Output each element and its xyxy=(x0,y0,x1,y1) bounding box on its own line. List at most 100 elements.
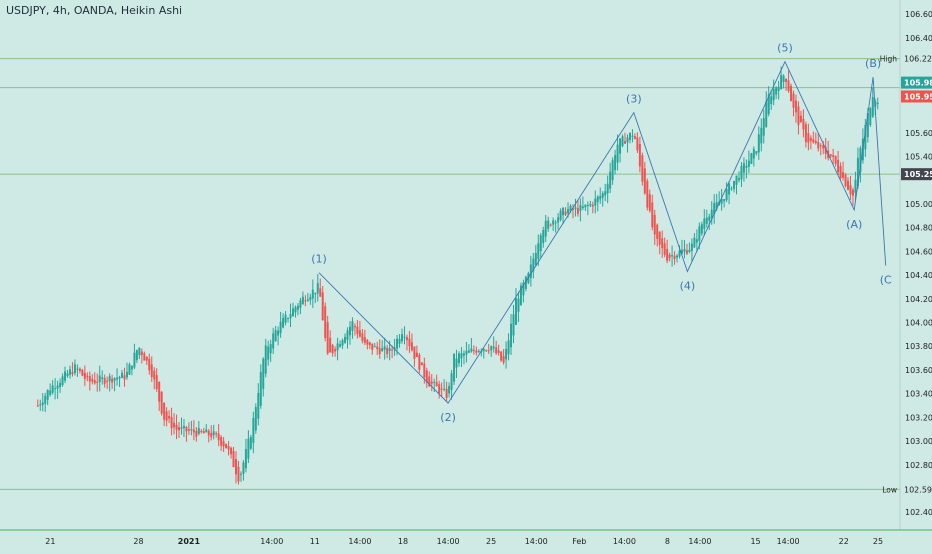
candle-body xyxy=(490,346,493,351)
candle-body xyxy=(88,376,91,382)
price-badge-text-0: 105.981 xyxy=(904,79,932,88)
candle-body xyxy=(106,380,109,382)
candle-body xyxy=(619,138,622,154)
candle-body xyxy=(282,317,285,328)
candle-body xyxy=(398,338,401,344)
x-tick-0: 21 xyxy=(45,537,55,546)
candle-body xyxy=(78,368,81,372)
candle-body xyxy=(401,334,404,342)
candle-body xyxy=(358,330,361,337)
x-tick-3: 14:00 xyxy=(260,537,283,546)
candle-body xyxy=(160,391,163,414)
candle-body xyxy=(366,340,369,345)
candle-body xyxy=(145,356,148,361)
candle-body xyxy=(415,352,418,358)
candle-body xyxy=(118,377,121,379)
candle-body xyxy=(524,276,527,289)
candle-body xyxy=(460,353,463,359)
candle-body xyxy=(378,347,381,355)
x-tick-4: 11 xyxy=(310,537,320,546)
candle-body xyxy=(842,172,845,178)
candle-body xyxy=(294,307,297,313)
candle-body xyxy=(703,218,706,229)
candle-body xyxy=(599,196,602,200)
candle-body xyxy=(742,163,745,173)
candle-body xyxy=(125,371,128,378)
candle-body xyxy=(752,148,755,159)
candle-body xyxy=(51,385,54,393)
candle-body xyxy=(856,157,859,187)
candle-body xyxy=(299,300,302,308)
candle-body xyxy=(537,243,540,259)
candle-body xyxy=(606,183,609,194)
y-tick-16: 103.400 xyxy=(905,390,932,399)
candle-body xyxy=(237,466,240,482)
candle-body xyxy=(346,330,349,340)
candle-body xyxy=(832,155,835,158)
candle-body xyxy=(336,343,339,351)
candle-body xyxy=(356,326,359,334)
wave-label-1: (2) xyxy=(440,411,456,424)
candle-body xyxy=(547,220,550,229)
y-tick-5: 105.600 xyxy=(905,129,932,138)
candle-body xyxy=(710,209,713,219)
symbol-title: USDJPY, 4h, OANDA, Heikin Ashi xyxy=(6,4,183,17)
candle-body xyxy=(790,85,793,102)
candle-body xyxy=(802,119,805,130)
candle-body xyxy=(289,314,292,319)
candle-body xyxy=(571,208,574,210)
candle-body xyxy=(854,179,857,193)
candle-body xyxy=(93,380,96,384)
candle-body xyxy=(348,326,351,336)
candle-body xyxy=(631,135,634,137)
candle-body xyxy=(462,353,465,356)
candle-body xyxy=(418,354,421,370)
y-tick-17: 103.200 xyxy=(905,413,932,422)
candle-body xyxy=(728,183,731,195)
candle-body xyxy=(799,115,802,123)
candle-body xyxy=(262,358,265,389)
candle-body xyxy=(467,350,470,353)
candle-body xyxy=(61,376,64,385)
candle-body xyxy=(685,250,688,254)
candle-body xyxy=(505,349,508,360)
candle-body xyxy=(534,252,537,265)
candle-body xyxy=(71,372,74,375)
candle-body xyxy=(36,405,39,407)
candle-body xyxy=(510,323,513,348)
candle-body xyxy=(839,165,842,179)
candle-body xyxy=(39,404,42,406)
candle-body xyxy=(66,373,69,377)
candle-body xyxy=(46,390,49,400)
candle-body xyxy=(41,402,44,405)
candle-body xyxy=(847,180,850,190)
candle-body xyxy=(698,226,701,241)
candle-body xyxy=(341,340,344,346)
y-tick-0: 106.600 xyxy=(905,10,932,19)
candle-body xyxy=(458,353,461,364)
candle-body xyxy=(197,428,200,434)
candle-body xyxy=(492,346,495,349)
candle-body xyxy=(576,208,579,214)
candle-body xyxy=(408,338,411,347)
x-tick-17: 25 xyxy=(873,537,883,546)
candle-body xyxy=(797,106,800,125)
candle-body xyxy=(386,348,389,354)
candle-body xyxy=(569,205,572,212)
candle-body xyxy=(64,371,67,381)
candle-body xyxy=(772,88,775,101)
candle-body xyxy=(76,368,79,370)
wave-label-7: (C xyxy=(880,274,892,287)
candle-body xyxy=(690,243,693,251)
candle-body xyxy=(616,144,619,163)
candle-body xyxy=(235,459,238,475)
candle-body xyxy=(765,101,768,127)
candle-body xyxy=(383,346,386,350)
candle-body xyxy=(579,205,582,211)
candle-body xyxy=(661,238,664,249)
candle-body xyxy=(405,337,408,341)
candle-body xyxy=(381,348,384,352)
candle-body xyxy=(296,305,299,310)
